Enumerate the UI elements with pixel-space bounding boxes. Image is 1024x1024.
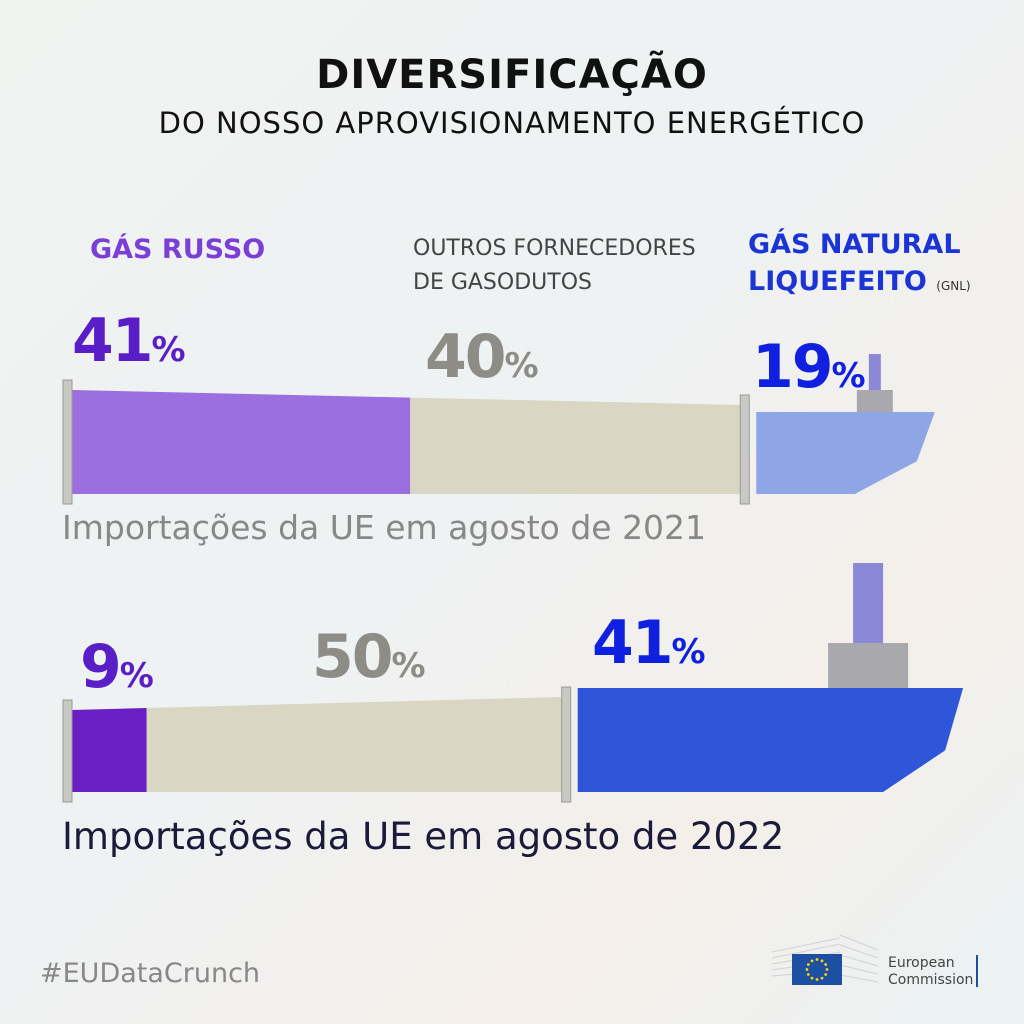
bar-2022-lng-ship <box>577 688 964 792</box>
legend-russian-gas: GÁS RUSSO <box>90 234 266 265</box>
legend-other-pipelines: OUTROS FORNECEDORES DE GASODUTOS <box>413 232 713 300</box>
eu-star-icon <box>815 978 819 981</box>
eu-star-icon <box>806 973 810 976</box>
row-2021 <box>62 354 935 505</box>
label-2021-other: 40% <box>425 322 539 392</box>
ec-logo-line2: Commission <box>888 972 974 988</box>
pipe-flange-left <box>62 699 73 803</box>
ship-bridge-icon <box>856 390 893 412</box>
ec-logo-text: European Commission <box>888 955 973 989</box>
page-title: DIVERSIFICAÇÃO <box>316 52 708 98</box>
ec-logo-line1: European <box>888 955 955 971</box>
eu-star-icon <box>825 968 829 971</box>
ship-tower-icon <box>868 354 881 390</box>
eu-star-icon <box>806 963 810 966</box>
eu-star-icon <box>824 973 828 976</box>
eu-star-icon <box>815 958 819 961</box>
ec-logo-divider <box>976 955 978 987</box>
eu-star-icon <box>810 959 814 963</box>
label-2022-lng: 41% <box>592 608 706 678</box>
legend-other-line2: DE GASODUTOS <box>413 270 592 295</box>
row-2022 <box>62 563 964 803</box>
ship-bridge-icon <box>828 643 909 688</box>
pipe-flange-left <box>62 379 73 505</box>
pipe-flange-right <box>739 394 750 505</box>
legend-lng-line2: LIQUEFEITO <box>748 266 927 297</box>
bar-2022-other-pipelines <box>146 697 562 792</box>
ec-logo-icon <box>771 934 879 985</box>
hashtag: #EUDataCrunch <box>40 958 261 989</box>
caption-2022: Importações da UE em agosto de 2022 <box>62 815 785 858</box>
bar-2021-other-pipelines <box>410 397 741 494</box>
page-subtitle: DO NOSSO APROVISIONAMENTO ENERGÉTICO <box>158 106 866 140</box>
caption-2021: Importações da UE em agosto de 2021 <box>62 508 707 547</box>
label-2022-other: 50% <box>312 622 426 692</box>
legend-other-line1: OUTROS FORNECEDORES <box>413 236 696 261</box>
eu-star-icon <box>820 959 824 963</box>
eu-star-icon <box>810 976 814 980</box>
eu-star-icon <box>820 976 824 980</box>
label-2021-russian: 41% <box>72 306 186 376</box>
eu-star-icon <box>824 963 828 966</box>
label-2022-russian: 9% <box>80 632 154 702</box>
eu-star-icon <box>805 968 809 971</box>
bar-2022-russian-gas <box>72 708 147 792</box>
legend-lng-abbr: (GNL) <box>936 279 971 293</box>
pipe-flange-right <box>561 686 572 803</box>
legend-lng-line1: GÁS NATURAL <box>748 229 961 260</box>
ship-tower-icon <box>853 563 884 643</box>
label-2021-lng: 19% <box>752 332 866 402</box>
bar-2021-russian-gas <box>72 390 411 494</box>
legend-lng: GÁS NATURAL LIQUEFEITO (GNL) <box>748 226 971 305</box>
bar-2021-lng-ship <box>756 412 935 494</box>
